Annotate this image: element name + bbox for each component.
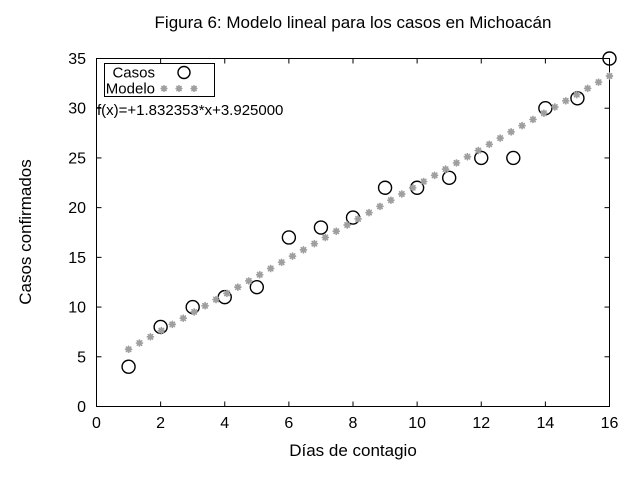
modelo-point — [212, 295, 220, 304]
casos-point — [281, 230, 297, 245]
x-tick-label: 16 — [601, 415, 619, 432]
modelo-point — [244, 277, 253, 285]
modelo-point — [299, 246, 308, 254]
y-tick-label: 35 — [68, 51, 86, 68]
modelo-point — [201, 301, 209, 310]
y-tick-label: 15 — [68, 250, 86, 267]
modelo-point — [190, 308, 198, 316]
modelo-point — [583, 84, 592, 93]
modelo-point — [419, 177, 428, 186]
modelo-point — [507, 128, 515, 136]
modelo-point — [321, 233, 330, 242]
fx-annotation: f(x)=+1.832353*x+3.925000 — [97, 102, 283, 119]
casos-point — [602, 51, 617, 66]
modelo-point — [397, 190, 406, 198]
x-axis-label: Días de contagio — [289, 441, 417, 460]
legend-marker-modelo — [175, 84, 183, 93]
modelo-point — [343, 221, 352, 229]
modelo-point — [168, 320, 177, 329]
modelo-point — [365, 208, 373, 217]
modelo-point — [550, 103, 559, 111]
modelo-point — [179, 314, 188, 323]
modelo-point — [332, 227, 341, 236]
y-tick-label: 20 — [68, 200, 86, 217]
modelo-point — [354, 214, 362, 223]
modelo-point — [387, 196, 395, 205]
modelo-point — [485, 140, 494, 149]
x-tick-label: 14 — [536, 415, 554, 432]
legend-marker-modelo — [160, 84, 168, 93]
modelo-point — [452, 159, 461, 167]
modelo-point — [376, 202, 384, 211]
x-tick-label: 6 — [284, 415, 293, 432]
x-tick-label: 2 — [156, 415, 165, 432]
x-tick-label: 0 — [92, 415, 101, 432]
casos-point — [313, 220, 329, 235]
casos-point — [121, 359, 136, 374]
modelo-point — [540, 109, 548, 118]
x-tick-label: 8 — [349, 415, 358, 432]
y-tick-label: 0 — [77, 399, 86, 416]
modelo-point — [255, 270, 264, 279]
modelo-point — [430, 171, 439, 180]
y-tick-label: 25 — [68, 150, 86, 167]
legend-marker-casos — [177, 65, 191, 80]
y-tick-label: 10 — [68, 300, 86, 317]
modelo-point — [518, 121, 526, 130]
modelo-point — [605, 72, 614, 80]
modelo-point — [572, 90, 581, 99]
casos-point — [441, 170, 457, 186]
modelo-point — [266, 264, 275, 273]
casos-point — [249, 279, 265, 295]
casos-point — [377, 180, 393, 195]
chart-title: Figura 6: Modelo lineal para los casos e… — [154, 13, 552, 32]
x-tick-label: 10 — [408, 415, 426, 432]
casos-point — [506, 150, 521, 166]
modelo-point — [463, 152, 472, 161]
modelo-point — [561, 96, 570, 105]
modelo-point — [441, 165, 450, 173]
modelo-point — [223, 289, 231, 298]
legend-label-casos: Casos — [112, 65, 155, 82]
modelo-point — [496, 134, 505, 142]
y-tick-label: 5 — [77, 349, 86, 366]
modelo-point — [135, 339, 144, 347]
y-tick-label: 30 — [68, 101, 86, 118]
modelo-point — [474, 146, 483, 155]
modelo-point — [310, 239, 319, 248]
modelo-point — [288, 252, 297, 260]
modelo-point — [157, 326, 166, 335]
legend-label-modelo: Modelo — [106, 81, 155, 98]
modelo-point — [529, 115, 537, 124]
modelo-point — [124, 345, 133, 354]
casos-point — [474, 150, 489, 166]
modelo-point — [277, 258, 286, 267]
x-tick-label: 4 — [220, 415, 229, 432]
modelo-point — [146, 332, 155, 341]
legend-marker-modelo — [190, 84, 198, 93]
modelo-point — [234, 283, 242, 291]
modelo-point — [594, 78, 603, 87]
modelo-point — [408, 183, 417, 192]
x-tick-label: 12 — [472, 415, 490, 432]
